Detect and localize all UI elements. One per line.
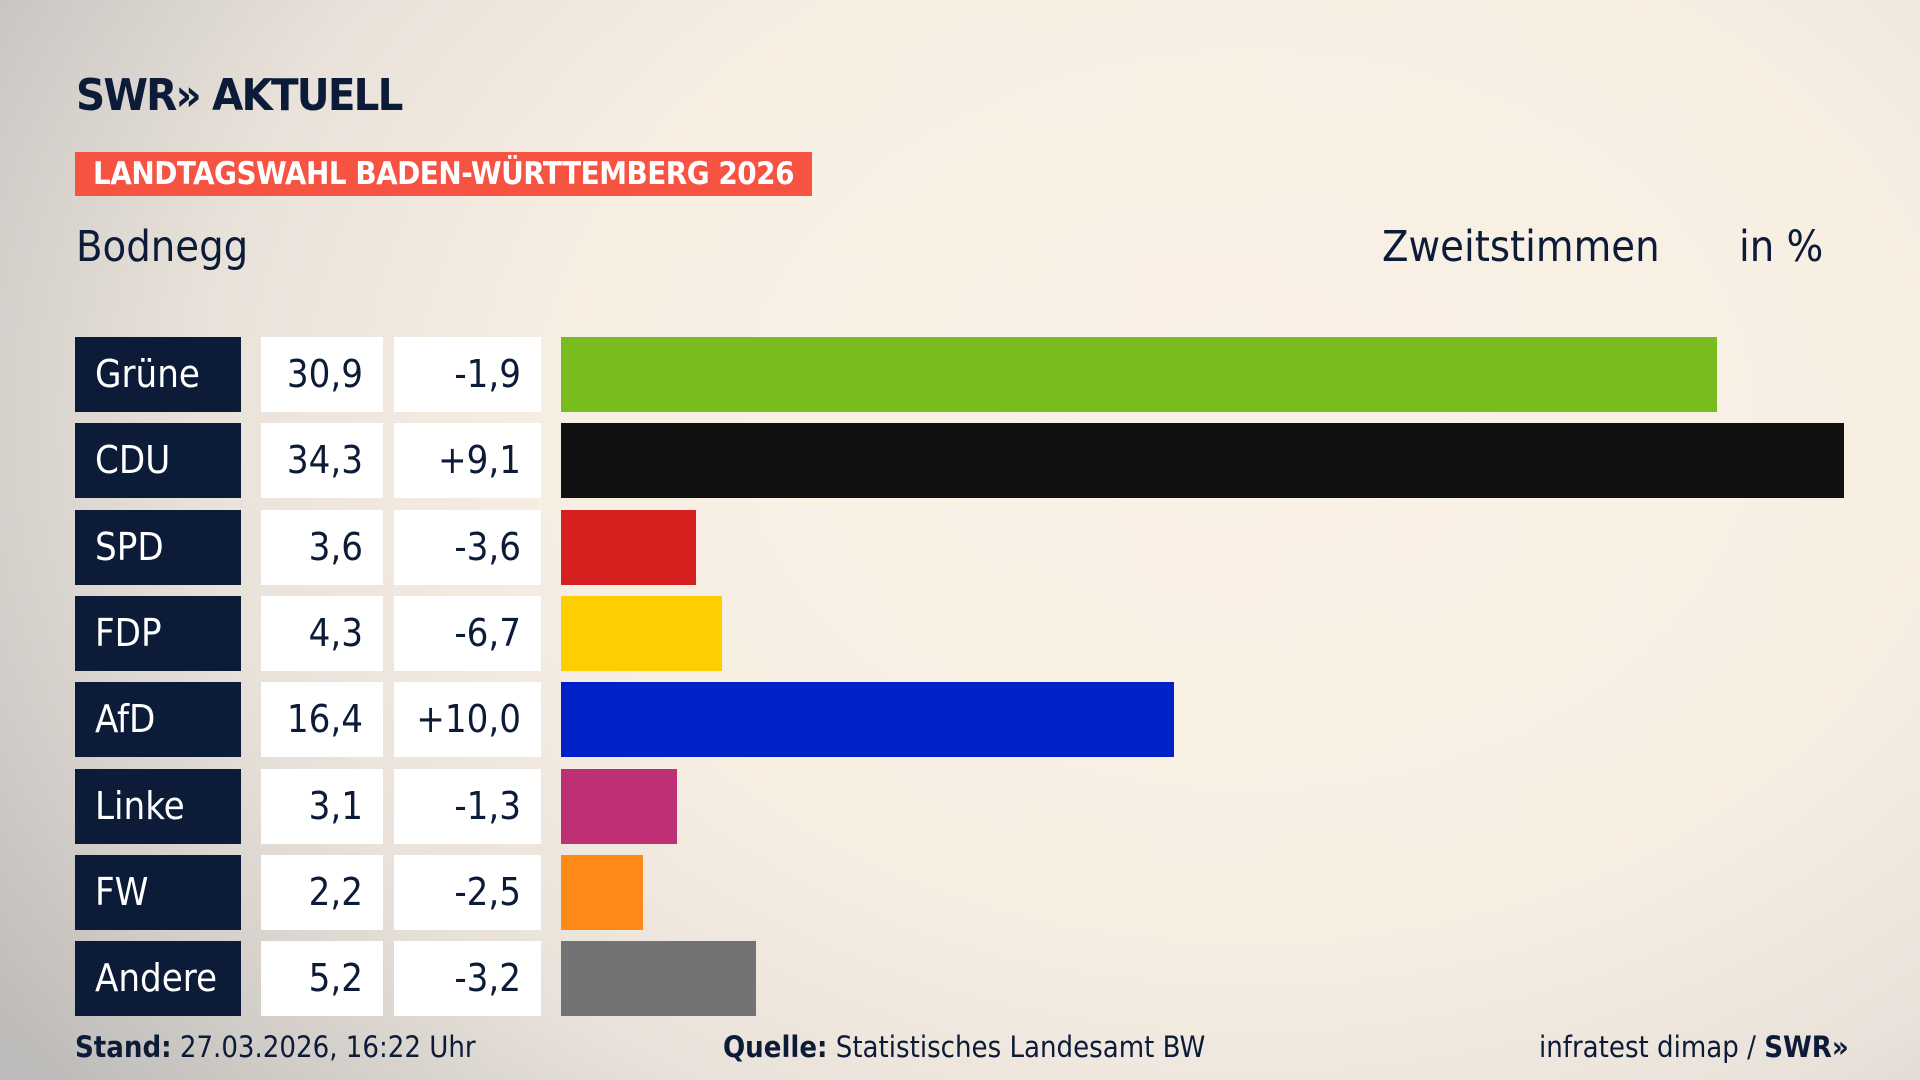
- value-label: 2,2: [261, 854, 383, 930]
- change-label: +10,0: [394, 682, 541, 758]
- bar-cdu: [561, 423, 1844, 499]
- credit: infratest dimap / SWR»: [1539, 1030, 1849, 1064]
- swr-logo: SWR»: [1764, 1030, 1849, 1064]
- value-label: 34,3: [261, 423, 383, 499]
- region-title: Bodnegg: [76, 222, 249, 272]
- source-value: Statistisches Landesamt BW: [835, 1030, 1206, 1064]
- party-label: AfD: [75, 682, 241, 758]
- change-label: -6,7: [394, 595, 541, 671]
- change-label: -3,6: [394, 509, 541, 585]
- metric-label: Zweitstimmen: [1382, 222, 1660, 272]
- election-banner: LANDTAGSWAHL BADEN-WÜRTTEMBERG 2026: [75, 152, 812, 196]
- party-label: CDU: [75, 423, 241, 499]
- value-label: 3,6: [261, 509, 383, 585]
- source-label: Quelle:: [723, 1030, 828, 1064]
- chart-row: FW 2,2 -2,5: [0, 854, 1920, 930]
- bar-andere: [561, 941, 756, 1017]
- change-label: -3,2: [394, 941, 541, 1017]
- credit-text: infratest dimap /: [1539, 1030, 1765, 1064]
- chart-row: Linke 3,1 -1,3: [0, 768, 1920, 844]
- chart-row: Andere 5,2 -3,2: [0, 941, 1920, 1017]
- timestamp: Stand: 27.03.2026, 16:22 Uhr: [75, 1030, 476, 1064]
- stand-value: 27.03.2026, 16:22 Uhr: [179, 1030, 476, 1064]
- party-label: SPD: [75, 509, 241, 585]
- value-label: 30,9: [261, 337, 383, 412]
- chart-row: FDP 4,3 -6,7: [0, 595, 1920, 671]
- change-label: +9,1: [394, 423, 541, 499]
- value-label: 4,3: [261, 595, 383, 671]
- party-label: FDP: [75, 595, 241, 671]
- change-label: -1,3: [394, 768, 541, 844]
- party-label: Linke: [75, 768, 241, 844]
- value-label: 3,1: [261, 768, 383, 844]
- chart-row: CDU 34,3 +9,1: [0, 423, 1920, 499]
- party-label: Grüne: [75, 337, 241, 412]
- unit-label: in %: [1739, 222, 1824, 272]
- party-label: Andere: [75, 941, 241, 1017]
- bar-fdp: [561, 595, 722, 671]
- bar-fw: [561, 854, 644, 930]
- change-label: -1,9: [394, 337, 541, 412]
- bar-afd: [561, 682, 1175, 758]
- stand-label: Stand:: [75, 1030, 172, 1064]
- source: Quelle: Statistisches Landesamt BW: [723, 1030, 1205, 1064]
- bar-spd: [561, 509, 696, 585]
- chart-row: AfD 16,4 +10,0: [0, 682, 1920, 758]
- chart-row: Grüne 30,9 -1,9: [0, 337, 1920, 412]
- chart-row: SPD 3,6 -3,6: [0, 509, 1920, 585]
- change-label: -2,5: [394, 854, 541, 930]
- value-label: 16,4: [261, 682, 383, 758]
- swr-aktuell-logo: SWR» AKTUELL: [76, 70, 403, 121]
- party-label: FW: [75, 854, 241, 930]
- value-label: 5,2: [261, 941, 383, 1017]
- bar-grüne: [561, 337, 1717, 412]
- bar-linke: [561, 768, 677, 844]
